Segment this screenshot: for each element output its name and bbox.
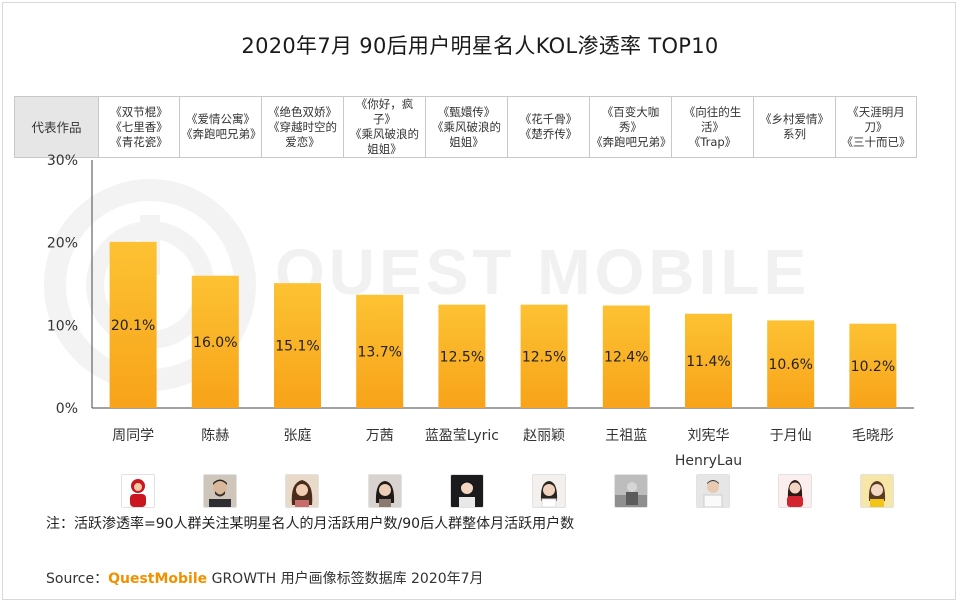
data-label: 16.0%: [193, 335, 237, 351]
category-label: 蓝盈莹Lyric: [425, 428, 499, 444]
bar: [685, 313, 732, 408]
avatar-man-white-icon: [696, 474, 730, 508]
data-label: 12.4%: [604, 350, 648, 366]
category-label: 万茜: [366, 428, 394, 444]
avatar-man-street-icon: [614, 474, 648, 508]
category-label: 王祖蓝: [605, 428, 647, 444]
bar: [191, 275, 239, 408]
bar: [109, 241, 157, 408]
bar: [438, 304, 486, 408]
avatar-woman-white-icon: [532, 474, 566, 508]
category-label: 赵丽颖: [523, 428, 565, 444]
data-label: 12.5%: [440, 349, 484, 365]
data-label: 10.6%: [768, 357, 812, 373]
bar: [356, 294, 404, 408]
avatar-woman-yellow-icon: [860, 474, 894, 508]
source-prefix: Source：: [46, 571, 109, 587]
data-label: 13.7%: [357, 344, 401, 360]
works-header: 代表作品: [14, 96, 99, 158]
avatar-woman-black-icon: [450, 474, 484, 508]
bar: [520, 304, 568, 408]
works-table: 代表作品 《双节棍》 《七里香》 《青花瓷》 《爱情公寓》 《奔跑吧兄弟》 《绝…: [14, 96, 917, 158]
bars: [109, 241, 897, 408]
category-label: 陈赫: [201, 427, 229, 444]
works-cell: 《绝色双娇》 《穿越时空的 爱恋》: [261, 96, 344, 158]
category-label: 刘宪华: [688, 427, 730, 444]
works-cell: 《天涯明月刀》 《三十而已》: [835, 96, 917, 158]
works-cell: 《百变大咖秀》 《奔跑吧兄弟》: [589, 96, 672, 158]
bar: [849, 323, 897, 408]
avatar-red-figure-icon: [121, 474, 155, 508]
bar: [767, 320, 815, 408]
works-cell: 《甄嬛传》 《乘风破浪的 姐姐》: [425, 96, 508, 158]
data-label: 11.4%: [686, 354, 730, 370]
avatar-woman-dark-icon: [368, 474, 402, 508]
avatar-woman-hair-icon: [285, 474, 319, 508]
works-cell: 《向往的生活》 《Trap》: [671, 96, 754, 158]
y-tick-label: 10%: [47, 318, 78, 334]
works-cell: 《双节棍》 《七里香》 《青花瓷》: [98, 96, 180, 158]
bar: [602, 305, 650, 408]
y-tick-label: 0%: [56, 401, 78, 417]
works-cell: 《乡村爱情》 系列: [753, 96, 836, 158]
avatar-woman-red-icon: [778, 474, 812, 508]
data-label: 10.2%: [851, 359, 895, 375]
category-label: 周同学: [112, 428, 154, 444]
source-line: Source：QuestMobile GROWTH 用户画像标签数据库 2020…: [46, 568, 484, 588]
category-label: 张庭: [284, 427, 312, 444]
bar: [274, 283, 321, 408]
labels: 20.1% 周同学 16.0% 陈赫 15.1% 张庭 13.7% 万茜 12.5% 蓝盈莹Lyr…: [111, 318, 895, 469]
footnote: 注：活跃渗透率=90人群关注某明星名人的月活跃用户数/90后人群整体月活跃用户数: [46, 516, 575, 532]
category-label: HenryLau: [675, 453, 742, 469]
y-tick-label: 30%: [47, 153, 78, 169]
chart-title: 2020年7月 90后用户明星名人KOL渗透率 TOP10: [241, 34, 719, 58]
category-label: 毛晓彤: [852, 428, 894, 444]
source-text: GROWTH 用户画像标签数据库 2020年7月: [207, 571, 484, 587]
category-label: 于月仙: [770, 428, 812, 444]
y-tick-label: 20%: [47, 236, 78, 252]
data-label: 15.1%: [275, 339, 319, 355]
data-label: 20.1%: [111, 318, 155, 334]
works-cell: 《花千骨》 《楚乔传》: [507, 96, 590, 158]
works-cell: 《你好，疯子》 《乘风破浪的 姐姐》: [343, 96, 426, 158]
avatar-man-beard-icon: [203, 474, 237, 508]
source-brand: QuestMobile: [108, 571, 208, 587]
data-label: 12.5%: [522, 349, 566, 365]
